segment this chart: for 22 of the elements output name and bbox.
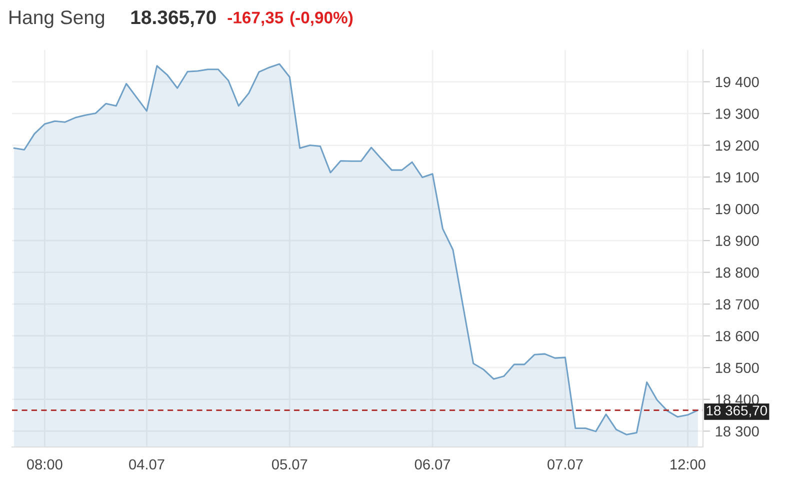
text: 18.365,70 bbox=[131, 10, 216, 28]
y-tick-label: 18 600 bbox=[716, 330, 759, 342]
y-tick-label: 19 300 bbox=[716, 108, 759, 119]
text: (-0,90%) bbox=[290, 11, 353, 27]
x-tick-label: 08:00 bbox=[26, 459, 62, 470]
y-tick-label: 18 700 bbox=[716, 299, 759, 310]
ref-line-label: 18 365,70 bbox=[706, 406, 768, 418]
x-tick-label: 05.07 bbox=[272, 459, 308, 470]
x-tick-label: 06.07 bbox=[414, 459, 450, 470]
y-tick-label: 19 100 bbox=[716, 172, 759, 182]
y-tick-label: 19 200 bbox=[716, 140, 759, 151]
x-tick-label: 07.07 bbox=[548, 459, 583, 470]
y-tick-label: 19 000 bbox=[716, 204, 759, 214]
x-tick-label: 12:00 bbox=[670, 459, 706, 470]
x-tick-label: 04.07 bbox=[129, 459, 164, 470]
y-tick-label: 19 400 bbox=[716, 76, 759, 88]
y-tick-label: 18 800 bbox=[716, 267, 759, 278]
y-tick-label: 18 500 bbox=[716, 362, 759, 374]
text: -167,35 bbox=[228, 12, 284, 26]
y-tick-label: 18 300 bbox=[716, 426, 759, 437]
chart-title: Hang Seng bbox=[10, 10, 104, 28]
y-tick-label: 18 900 bbox=[716, 236, 759, 246]
